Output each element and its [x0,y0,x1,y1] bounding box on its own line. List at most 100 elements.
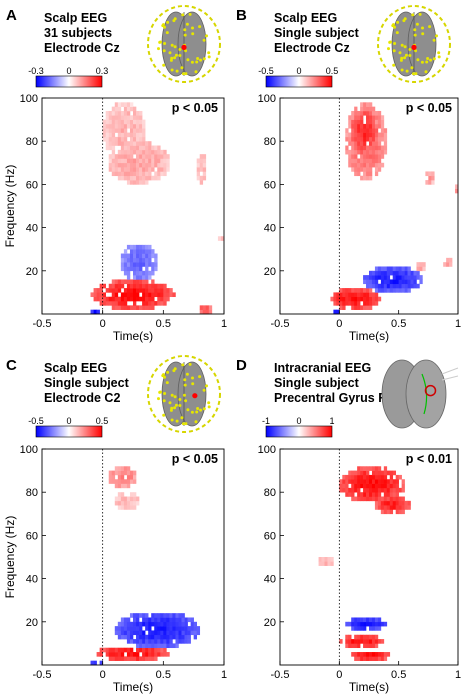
heatmap-cell-negative [148,617,152,623]
heatmap-cell-negative [139,249,143,254]
heatmap-cell-negative [377,266,382,272]
heatmap-cell-positive [425,180,429,185]
heatmap-cell-positive [377,474,382,480]
heatmap-cell-positive [117,123,122,129]
heatmap-cell-positive [360,158,364,164]
heatmap-cell-positive [371,119,376,125]
heatmap-cell-positive [136,115,140,120]
sensor-dot [157,47,160,51]
heatmap-cell-positive [111,110,116,116]
heatmap-cell-positive [117,647,122,653]
sensor-dot [202,57,206,61]
heatmap-cell-positive [117,279,122,285]
heatmap-cell-positive [114,119,119,125]
heatmap-cell-positive [369,466,373,471]
heatmap-cell-positive [357,132,361,138]
x-tick-label: 0 [100,318,106,330]
heatmap-cell-positive [160,149,164,155]
heatmap-cell-positive [160,283,164,289]
heatmap-cell-positive [196,167,201,172]
heatmap-cell-negative [142,257,146,263]
heatmap-cell-positive [148,647,152,653]
sensor-dot [207,51,211,55]
heatmap-cell-positive [366,145,370,151]
heatmap-cell-positive [357,136,361,142]
heatmap-cell-negative [193,626,197,631]
sensor-dot [205,34,208,38]
heatmap-cell-positive [111,288,116,293]
heatmap-cell-negative [172,621,176,627]
heatmap-cell-positive [357,149,361,155]
heatmap-cell-positive [157,301,161,306]
heatmap-cell-positive [108,301,113,306]
sensor-dot [162,399,166,403]
heatmap-cell-positive [133,141,137,146]
heatmap-cell-negative [416,275,420,280]
heatmap-cell-positive [360,141,364,146]
heatmap-cell-positive [386,509,391,515]
heatmap-cell-positive [357,162,361,168]
heatmap-cell-positive [371,483,376,489]
heatmap-cell-positive [366,132,370,138]
heatmap-cell-negative [369,621,373,627]
heatmap-cell-positive [126,180,131,185]
heatmap-cell-positive [120,119,125,125]
heatmap-cell-positive [129,288,134,293]
heatmap-cell-positive [120,652,125,657]
heatmap-cell-positive [114,301,119,306]
heatmap-cell-negative [410,270,414,276]
heatmap-cell-negative [166,617,170,623]
heatmap-cell-positive [154,656,158,661]
heatmap-cell-positive [120,492,125,497]
heatmap-cell-positive [342,301,346,306]
heatmap-cell-positive [169,292,173,298]
heatmap-cell-positive [126,652,131,657]
heatmap-cell-negative [117,630,122,636]
heatmap-cell-positive [360,154,364,159]
heatmap-cell-positive [389,474,394,480]
heatmap-cell-positive [383,136,388,142]
heatmap-cell-negative [404,266,408,272]
heatmap-cell-positive [160,288,164,293]
heatmap-cell-negative [148,253,152,259]
heatmap-cell-positive [425,171,429,177]
heatmap-cell-negative [169,617,173,623]
heatmap-cell-negative [123,270,128,276]
heatmap-cell-positive [145,175,149,181]
heatmap-cell-negative [357,626,361,631]
heatmap-cell-negative [377,621,382,627]
heatmap-cell-positive [366,167,370,172]
heatmap-cell-positive [151,149,155,155]
heatmap-cell-positive [354,149,358,155]
heatmap-cell-positive [145,279,149,285]
heatmap-cell-negative [151,270,155,276]
heatmap-cell-positive [108,158,113,164]
heatmap-cell-positive [369,128,373,133]
heatmap-cell-negative [383,621,388,627]
heatmap-cell-negative [193,621,197,627]
heatmap-cell-positive [354,128,358,133]
heatmap-cell-positive [196,162,201,168]
heatmap-cell-positive [145,149,149,155]
heatmap-cell-positive [345,483,349,489]
heatmap-cell-negative [157,630,161,636]
heatmap-cell-positive [357,141,361,146]
heatmap-cell-positive [366,466,370,471]
heatmap-cell-positive [126,123,131,129]
heatmap-cell-positive [136,119,140,125]
heatmap-cell-positive [357,123,361,129]
heatmap-cell-negative [139,643,143,649]
heatmap-cell-positive [120,136,125,142]
heatmap-cell-negative [136,639,140,644]
heatmap-cell-positive [199,167,204,172]
heatmap-cell-positive [318,557,322,562]
heatmap-cell-positive [133,115,137,120]
sensor-dot [194,420,198,424]
heatmap-cell-negative [142,617,146,623]
sensor-dot [158,40,162,44]
sensor-dot [170,406,174,410]
heatmap-cell-positive [363,128,367,133]
heatmap-cell-positive [120,474,125,480]
heatmap-cell-negative [386,279,391,285]
heatmap-cell-negative [151,262,155,267]
